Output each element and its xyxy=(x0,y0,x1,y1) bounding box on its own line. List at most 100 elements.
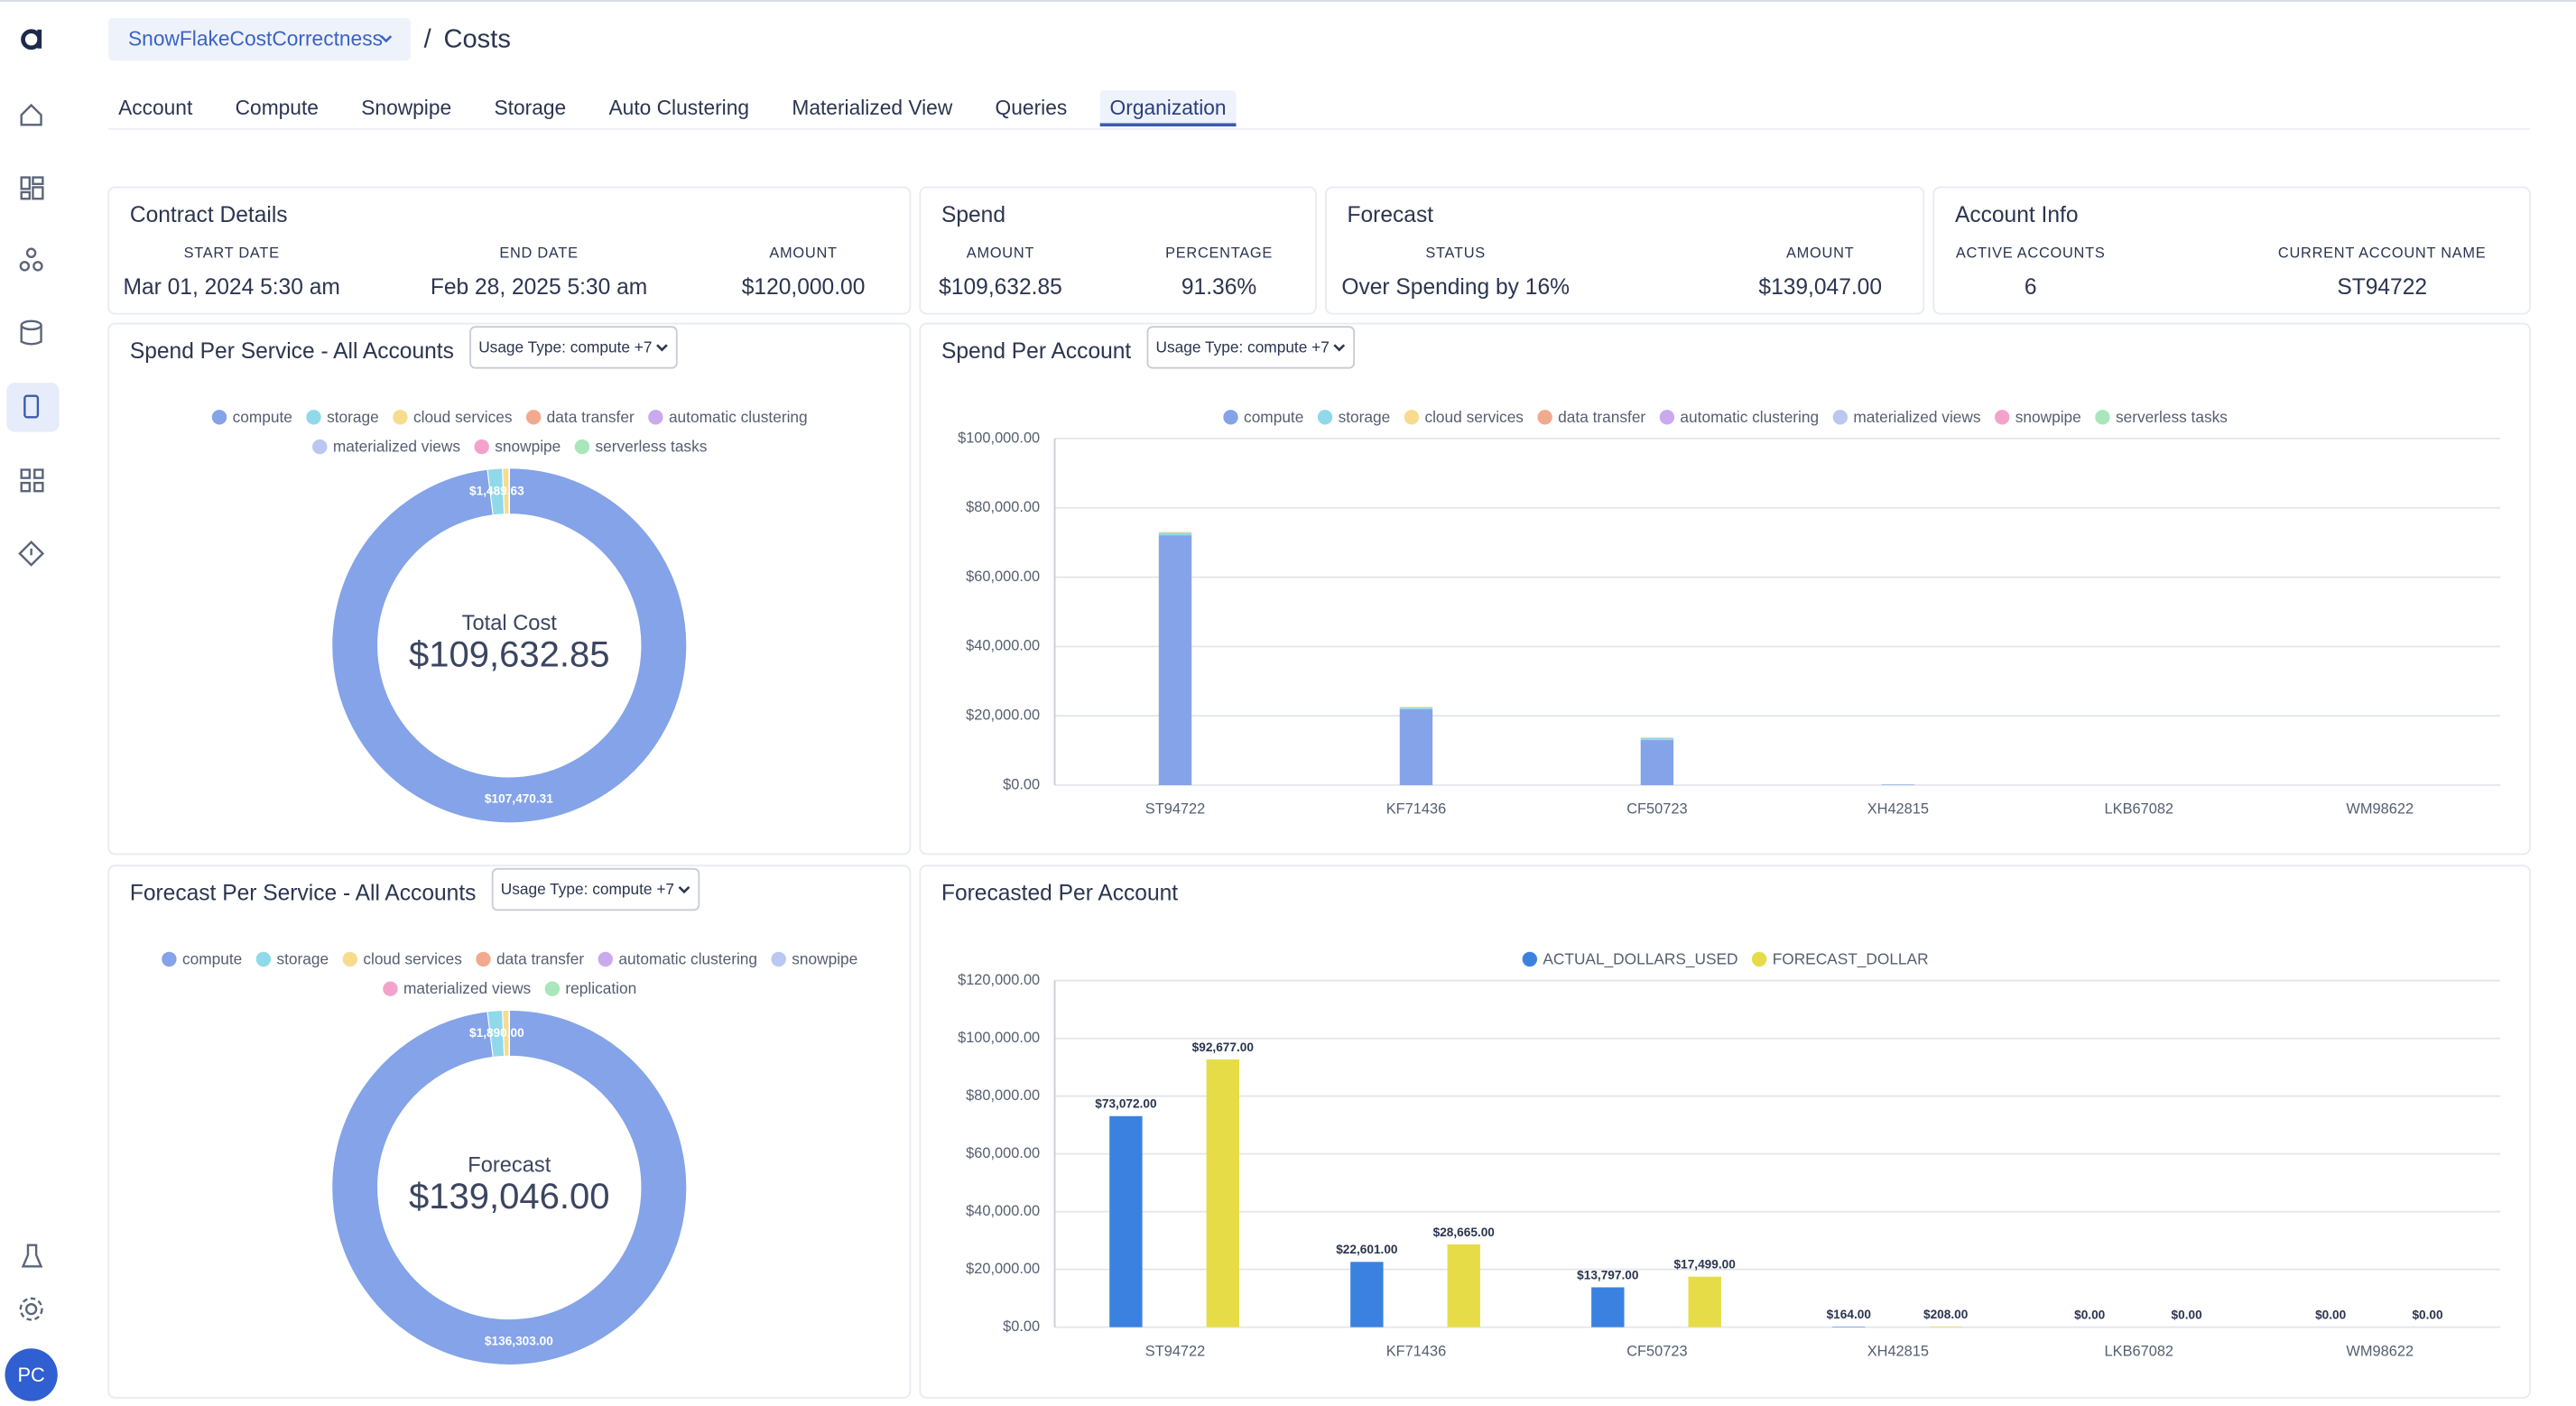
active-tab-bg xyxy=(1099,90,1237,127)
legend-label: materialized views xyxy=(333,438,461,456)
center-value: $139,046.00 xyxy=(409,1177,610,1216)
bar-value-label: $208.00 xyxy=(1923,1308,1969,1321)
tab[interactable]: Account xyxy=(118,96,193,119)
select-chevron xyxy=(678,885,690,894)
legend-label: storage xyxy=(276,949,329,967)
usage-type-value: Usage Type: compute +7 xyxy=(478,338,652,356)
x-tick-label: WM98622 xyxy=(2346,1343,2414,1359)
bar xyxy=(1206,1059,1240,1327)
legend-swatch xyxy=(393,410,408,425)
field-label: AMOUNT xyxy=(967,245,1034,262)
card-title: Account Info xyxy=(1955,203,2079,227)
costs-icon[interactable] xyxy=(23,394,40,419)
x-tick-label: LKB67082 xyxy=(2105,801,2174,818)
project-selector[interactable] xyxy=(108,18,412,61)
cluster-icon[interactable] xyxy=(19,247,43,272)
select-chevron xyxy=(656,344,668,352)
home-icon[interactable] xyxy=(20,103,42,126)
field-value: 6 xyxy=(2025,275,2037,300)
tab[interactable]: Materialized View xyxy=(792,96,952,119)
bar xyxy=(1447,1244,1480,1327)
y-tick-label: $80,000.00 xyxy=(966,499,1040,515)
legend-swatch xyxy=(306,410,321,425)
separator: / xyxy=(424,24,432,53)
legend-swatch xyxy=(255,951,272,967)
lab-icon[interactable] xyxy=(21,1244,43,1268)
y-tick-label: $100,000.00 xyxy=(958,1030,1040,1046)
bar-segment xyxy=(1399,707,1433,709)
charts: Spend Per Service - All Accounts Usage Ty… xyxy=(107,322,2531,1399)
chart-title: Spend Per Account xyxy=(941,339,1131,364)
x-tick-label: XH42815 xyxy=(1867,1343,1929,1359)
tabs: Account Compute Snowpipe Storage Auto Cluste… xyxy=(118,90,1237,127)
slice-label: $1,890.00 xyxy=(469,1026,524,1040)
legend-row: compute storage cloud services data transfe… xyxy=(211,408,808,426)
card xyxy=(1932,186,2531,315)
legend-swatch xyxy=(1223,410,1238,425)
legend-label: materialized views xyxy=(403,979,532,997)
avatar-initials: PC xyxy=(17,1364,44,1386)
panel xyxy=(919,865,2531,1399)
bar-value-label: $0.00 xyxy=(2074,1309,2106,1322)
select-chevron xyxy=(1333,344,1346,352)
tab[interactable]: Auto Clustering xyxy=(609,96,750,119)
panel xyxy=(919,322,2531,856)
usage-type-select[interactable] xyxy=(1146,326,1356,369)
legend-swatch xyxy=(1522,951,1538,967)
legend-swatch xyxy=(2095,410,2110,425)
alert-icon[interactable] xyxy=(18,540,45,567)
legend-swatch xyxy=(574,439,590,455)
chart-title: Forecast Per Service - All Accounts xyxy=(130,882,477,906)
bar-value-label: $164.00 xyxy=(1827,1308,1872,1321)
database-icon[interactable] xyxy=(20,319,42,346)
field-label: CURRENT ACCOUNT NAME xyxy=(2278,245,2487,262)
legend-label: automatic clustering xyxy=(618,949,757,967)
bar-value-label: $73,072.00 xyxy=(1095,1097,1157,1111)
card-title: Contract Details xyxy=(130,203,288,227)
bar xyxy=(1591,1287,1625,1327)
integration-icon[interactable] xyxy=(20,468,44,493)
usage-type-select[interactable] xyxy=(491,867,700,911)
bar-segment xyxy=(1640,737,1674,738)
legend-swatch xyxy=(476,951,491,967)
tab[interactable]: Organization xyxy=(1110,96,1227,119)
legend-swatch xyxy=(342,951,357,967)
field-value: Mar 01, 2024 5:30 am xyxy=(124,275,340,300)
dashboard-icon[interactable] xyxy=(20,176,44,200)
field-label: END DATE xyxy=(499,245,578,262)
legend-label: cloud services xyxy=(363,949,462,967)
y-tick-label: $40,000.00 xyxy=(966,638,1040,654)
legend-swatch xyxy=(1537,410,1552,425)
field-value: Over Spending by 16% xyxy=(1341,275,1570,300)
field-label: STATUS xyxy=(1425,245,1486,262)
legend-label: automatic clustering xyxy=(669,408,808,426)
x-tick-label: CF50723 xyxy=(1626,801,1687,818)
legend-label: snowpipe xyxy=(495,438,561,456)
tab[interactable]: Snowpipe xyxy=(361,96,451,119)
card-title: Spend xyxy=(941,203,1005,227)
logo[interactable] xyxy=(21,29,42,51)
legend-swatch xyxy=(474,439,489,455)
field-label: AMOUNT xyxy=(1786,245,1854,262)
legend-row: compute storage cloud services data transfe… xyxy=(1223,408,2228,426)
legend-label: compute xyxy=(182,949,242,967)
tab[interactable]: Compute xyxy=(236,96,319,119)
y-tick-label: $0.00 xyxy=(1003,776,1040,792)
avatar[interactable] xyxy=(5,1348,58,1401)
bar-segment xyxy=(1640,737,1674,741)
settings-icon[interactable] xyxy=(19,1297,43,1321)
usage-type-select[interactable] xyxy=(469,326,678,369)
tab[interactable]: Queries xyxy=(996,96,1068,119)
slice-label: $1,489.63 xyxy=(469,484,524,497)
tab[interactable]: Storage xyxy=(494,96,566,119)
x-tick-label: ST94722 xyxy=(1145,801,1205,818)
active-tab-underline xyxy=(1099,123,1237,127)
bar-value-label: $28,665.00 xyxy=(1433,1226,1496,1239)
legend-label: data transfer xyxy=(547,408,635,426)
card xyxy=(919,186,1317,315)
legend-swatch xyxy=(1659,410,1675,425)
legend-label: compute xyxy=(233,408,292,426)
legend-swatch xyxy=(525,410,542,425)
bar-segment xyxy=(1881,784,1915,786)
